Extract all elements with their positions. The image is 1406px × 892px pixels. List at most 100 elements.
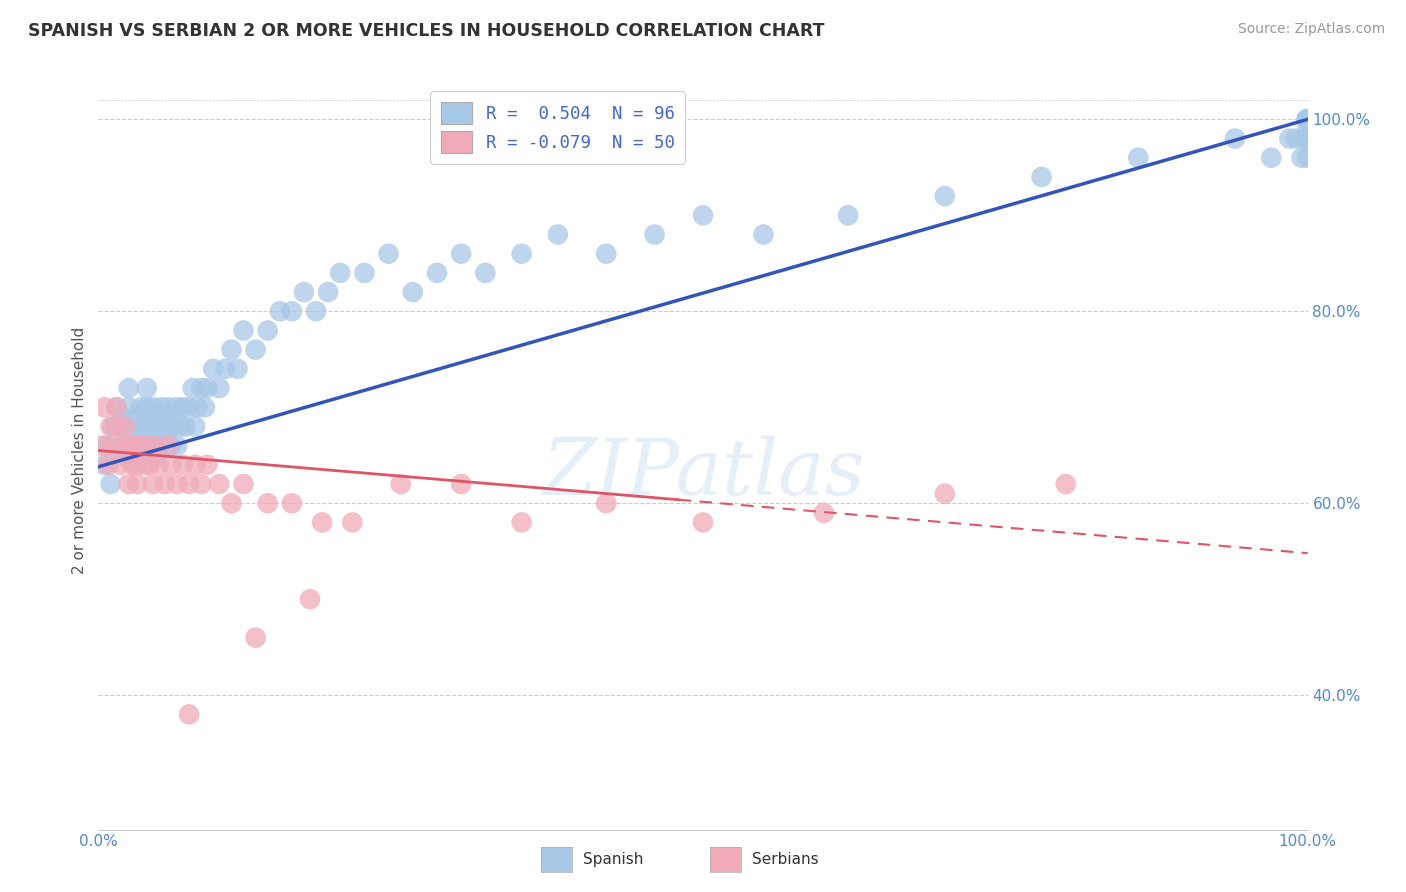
Point (121, 429, 143, 443)
Point (232, 324, 254, 338)
Text: SPANISH VS SERBIAN 2 OR MORE VEHICLES IN HOUSEHOLD CORRELATION CHART: SPANISH VS SERBIAN 2 OR MORE VEHICLES IN… (28, 22, 825, 40)
Point (153, 419, 176, 434)
Point (160, 439, 183, 453)
Point (174, 419, 197, 434)
Point (1295, 112, 1317, 127)
Point (142, 429, 165, 443)
Point (118, 477, 141, 491)
Point (547, 227, 569, 242)
Point (510, 246, 533, 260)
Point (150, 401, 173, 415)
Point (299, 592, 322, 607)
Point (138, 439, 160, 453)
Point (184, 458, 207, 472)
Point (166, 401, 188, 415)
Point (134, 419, 156, 434)
Point (450, 477, 472, 491)
Point (101, 439, 124, 453)
Point (195, 381, 218, 395)
Point (127, 458, 149, 472)
Point (245, 631, 267, 645)
Point (281, 496, 304, 510)
Point (100, 477, 122, 491)
Point (142, 401, 165, 415)
Point (118, 401, 141, 415)
Point (245, 343, 267, 357)
Point (172, 458, 194, 472)
Point (118, 439, 141, 453)
Point (97, 458, 120, 472)
Point (162, 419, 184, 434)
Point (837, 208, 859, 222)
Point (157, 409, 180, 424)
Point (138, 458, 160, 472)
Point (179, 707, 201, 722)
Point (1296, 131, 1319, 145)
Point (96, 439, 118, 453)
Point (181, 381, 204, 395)
Point (108, 419, 131, 434)
Point (148, 458, 170, 472)
Point (1296, 122, 1319, 136)
Point (1296, 112, 1319, 127)
Point (100, 419, 122, 434)
Point (1296, 131, 1319, 145)
Point (221, 343, 243, 357)
Y-axis label: 2 or more Vehicles in Household: 2 or more Vehicles in Household (72, 326, 87, 574)
Point (934, 486, 956, 500)
Point (148, 439, 170, 453)
Text: Spanish: Spanish (583, 853, 644, 867)
Point (752, 227, 775, 242)
Point (108, 448, 131, 462)
Point (114, 439, 136, 453)
Point (1031, 169, 1053, 184)
Point (1284, 131, 1306, 145)
Text: Serbians: Serbians (752, 853, 818, 867)
Point (134, 458, 156, 472)
Point (108, 458, 131, 472)
Point (269, 304, 291, 318)
Point (1128, 151, 1150, 165)
Point (292, 285, 315, 299)
Point (595, 496, 617, 510)
Point (153, 439, 176, 453)
Point (329, 266, 352, 280)
Point (124, 419, 146, 434)
Point (142, 477, 165, 491)
Point (450, 246, 472, 260)
Point (135, 439, 157, 453)
Point (135, 381, 157, 395)
Point (157, 401, 180, 415)
Point (179, 401, 201, 415)
Point (644, 227, 666, 242)
Point (138, 419, 160, 434)
Point (118, 381, 141, 395)
Point (172, 401, 194, 415)
Point (111, 409, 134, 424)
Point (105, 401, 128, 415)
Point (121, 458, 143, 472)
Text: Source: ZipAtlas.com: Source: ZipAtlas.com (1237, 22, 1385, 37)
Point (160, 419, 183, 434)
Point (1054, 477, 1077, 491)
Point (1296, 112, 1319, 127)
Point (1278, 131, 1301, 145)
Point (145, 409, 167, 424)
Point (256, 496, 278, 510)
Point (342, 516, 364, 530)
Point (214, 362, 236, 376)
Point (134, 439, 156, 453)
Point (595, 246, 617, 260)
Point (1294, 131, 1316, 145)
Point (208, 381, 231, 395)
Point (145, 448, 167, 462)
Point (169, 419, 191, 434)
Point (91, 439, 114, 453)
Point (226, 362, 249, 376)
Point (127, 439, 149, 453)
Point (111, 439, 134, 453)
Point (184, 419, 207, 434)
Point (474, 266, 496, 280)
Point (129, 401, 152, 415)
Point (166, 439, 188, 453)
